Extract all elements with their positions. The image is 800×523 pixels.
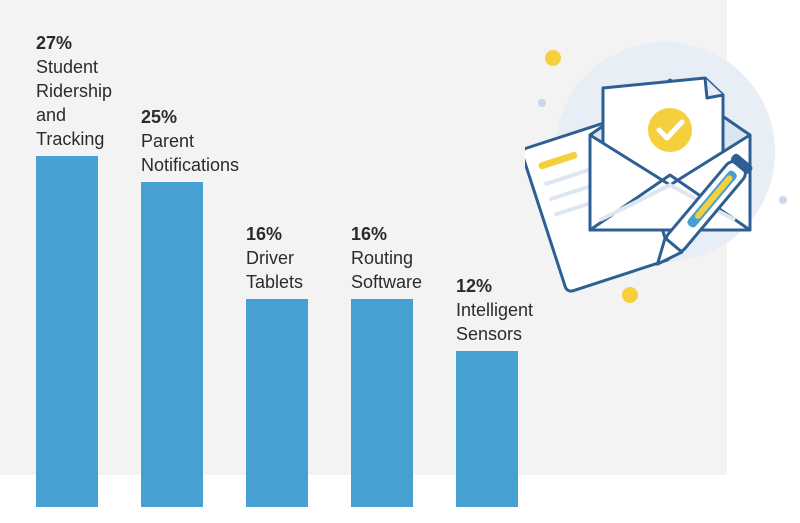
envelope-with-checkmark-letter-and-pen-icon [525, 42, 787, 303]
value-label: 25% [141, 107, 178, 127]
bar [351, 299, 413, 507]
category-label: Routing Software [351, 248, 423, 292]
bar [141, 182, 203, 507]
bar-label: 27% Student Ridership and Tracking [36, 31, 112, 151]
bar [456, 351, 518, 507]
value-label: 16% [351, 224, 388, 244]
value-label: 16% [246, 224, 283, 244]
category-label: Driver Tablets [246, 248, 304, 292]
bar-label: 25% Parent Notifications [141, 105, 239, 177]
bar-label: 16% Driver Tablets [246, 222, 303, 294]
category-label: Parent Notifications [141, 131, 240, 175]
bar-label: 12% Intelligent Sensors [456, 274, 533, 346]
value-label: 12% [456, 276, 493, 296]
bar-label: 16% Routing Software [351, 222, 422, 294]
bar [36, 156, 98, 507]
bar [246, 299, 308, 507]
category-label: Student Ridership and Tracking [36, 57, 113, 149]
category-label: Intelligent Sensors [456, 300, 534, 344]
value-label: 27% [36, 33, 73, 53]
